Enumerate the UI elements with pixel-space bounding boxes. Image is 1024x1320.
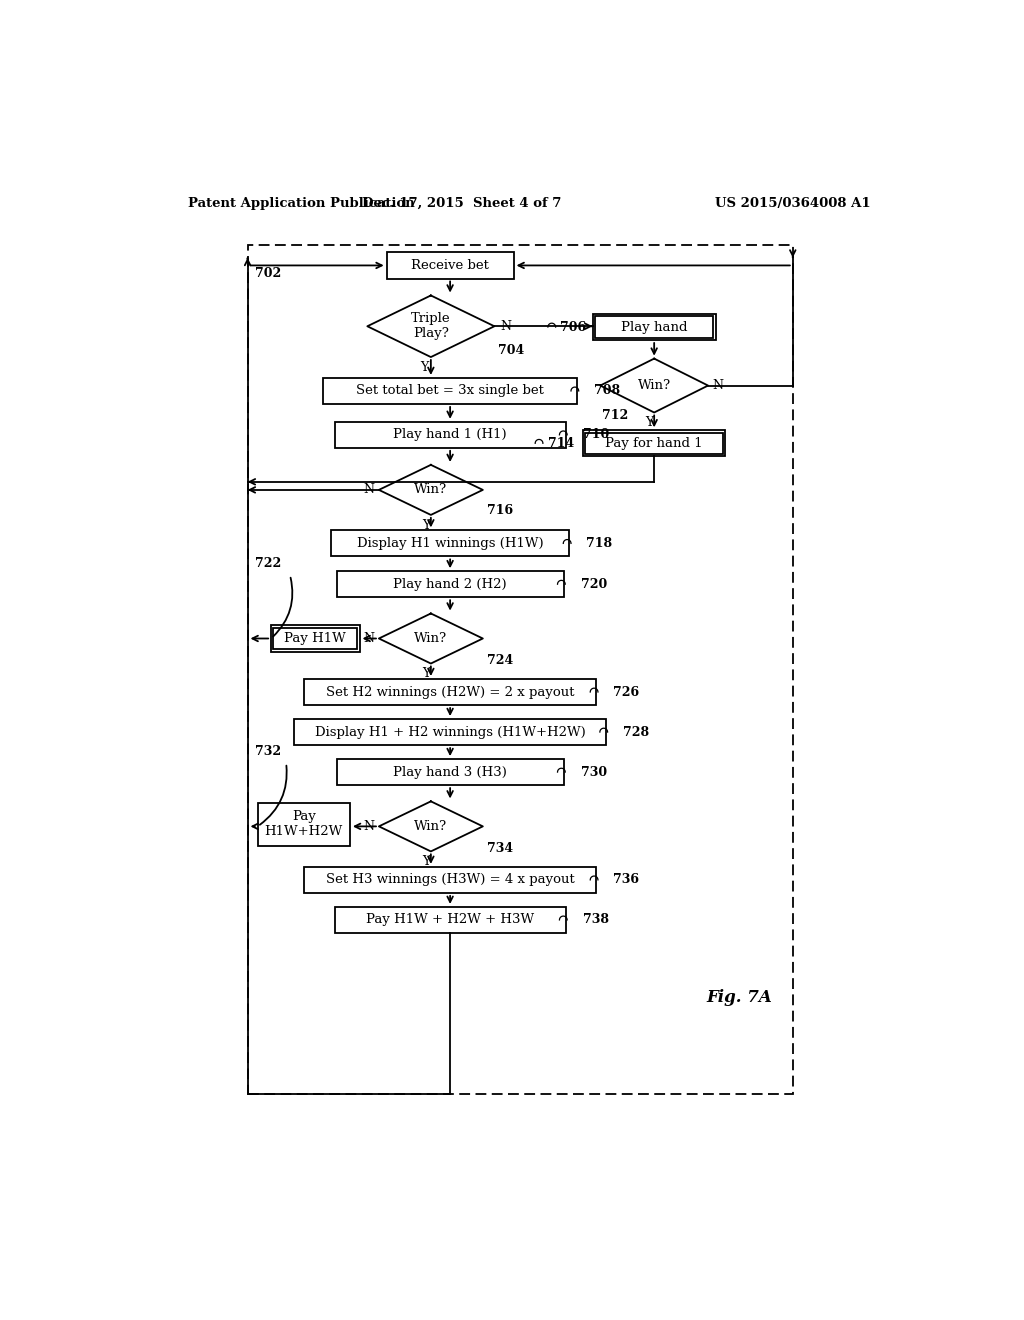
Text: 730: 730 — [581, 766, 607, 779]
Text: Fig. 7A: Fig. 7A — [706, 989, 772, 1006]
Text: Receive bet: Receive bet — [412, 259, 489, 272]
Text: 734: 734 — [486, 842, 513, 855]
Text: N: N — [364, 483, 374, 496]
Text: 722: 722 — [255, 557, 282, 570]
Bar — [335, 422, 565, 447]
Text: Pay H1W + H2W + H3W: Pay H1W + H2W + H3W — [366, 913, 535, 927]
Text: Play hand 1 (H1): Play hand 1 (H1) — [393, 428, 507, 441]
Text: Display H1 + H2 winnings (H1W+H2W): Display H1 + H2 winnings (H1W+H2W) — [314, 726, 586, 739]
Text: Y: Y — [422, 668, 430, 680]
Text: Win?: Win? — [415, 820, 447, 833]
Text: Y: Y — [422, 519, 430, 532]
Text: 720: 720 — [581, 578, 607, 591]
Text: 732: 732 — [255, 744, 282, 758]
Text: Display H1 winnings (H1W): Display H1 winnings (H1W) — [356, 537, 544, 550]
Text: Set H3 winnings (H3W) = 4 x payout: Set H3 winnings (H3W) = 4 x payout — [326, 874, 574, 887]
Bar — [337, 759, 563, 785]
Text: Win?: Win? — [638, 379, 671, 392]
Bar — [337, 572, 563, 598]
Text: 724: 724 — [486, 653, 513, 667]
Text: 716: 716 — [486, 504, 513, 517]
Bar — [595, 317, 714, 338]
Text: N: N — [501, 319, 512, 333]
Text: 728: 728 — [623, 726, 649, 739]
Bar — [387, 252, 514, 279]
Bar — [273, 628, 357, 649]
Text: Y: Y — [421, 360, 429, 374]
Text: Set H2 winnings (H2W) = 2 x payout: Set H2 winnings (H2W) = 2 x payout — [326, 685, 574, 698]
Text: N: N — [364, 820, 374, 833]
Bar — [271, 626, 359, 652]
Text: 708: 708 — [594, 384, 621, 397]
Text: Patent Application Publication: Patent Application Publication — [188, 197, 415, 210]
Bar — [304, 678, 596, 705]
Text: Y: Y — [645, 416, 653, 429]
Text: N: N — [364, 632, 374, 645]
Bar — [331, 531, 569, 557]
Text: 710: 710 — [583, 428, 609, 441]
Text: Win?: Win? — [415, 483, 447, 496]
Bar — [248, 244, 793, 1094]
Text: 714: 714 — [548, 437, 573, 450]
Text: Dec. 17, 2015  Sheet 4 of 7: Dec. 17, 2015 Sheet 4 of 7 — [361, 197, 561, 210]
Text: Pay for hand 1: Pay for hand 1 — [605, 437, 702, 450]
Text: Pay
H1W+H2W: Pay H1W+H2W — [264, 810, 343, 838]
Text: Pay H1W: Pay H1W — [285, 632, 346, 645]
Bar — [583, 430, 725, 457]
Text: Set total bet = 3x single bet: Set total bet = 3x single bet — [356, 384, 544, 397]
Bar — [258, 804, 350, 846]
Bar — [294, 719, 606, 744]
Text: N: N — [713, 379, 724, 392]
Bar — [586, 433, 723, 454]
Text: 726: 726 — [613, 685, 639, 698]
Text: 706: 706 — [560, 321, 587, 334]
Text: 738: 738 — [583, 913, 608, 927]
Text: 704: 704 — [499, 345, 524, 358]
Text: 712: 712 — [602, 409, 628, 422]
Text: Y: Y — [422, 855, 430, 869]
Text: Play hand 3 (H3): Play hand 3 (H3) — [393, 766, 507, 779]
Text: 702: 702 — [255, 268, 282, 280]
Text: Play hand: Play hand — [621, 321, 687, 334]
Bar — [323, 378, 578, 404]
Text: Play hand 2 (H2): Play hand 2 (H2) — [393, 578, 507, 591]
Text: 718: 718 — [587, 537, 612, 550]
Text: Win?: Win? — [415, 632, 447, 645]
Text: 736: 736 — [613, 874, 639, 887]
Bar — [304, 867, 596, 892]
Text: US 2015/0364008 A1: US 2015/0364008 A1 — [715, 197, 870, 210]
Text: Triple
Play?: Triple Play? — [411, 313, 451, 341]
Bar — [593, 314, 716, 341]
Bar — [335, 907, 565, 933]
